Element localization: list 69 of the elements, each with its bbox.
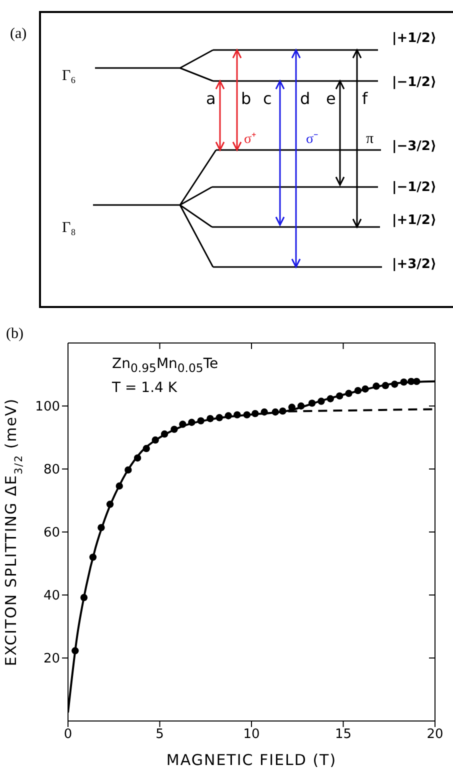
point [152, 436, 159, 444]
point [134, 454, 142, 462]
text: σ⁻ [306, 132, 319, 147]
point [206, 415, 214, 422]
point [336, 392, 344, 400]
point [243, 411, 251, 418]
point [308, 400, 316, 407]
x-tick-label: 20 [426, 727, 444, 742]
text: a [206, 89, 216, 108]
text: c [263, 89, 272, 108]
text: Γ₆ [62, 68, 76, 84]
point [216, 414, 223, 422]
annotation: T = 1.4 K [112, 380, 178, 396]
annotation: Zn$_{0.95}$Mn$_{0.05}$Te [112, 356, 218, 375]
point [345, 390, 352, 397]
point [326, 395, 334, 402]
text: Γ₈ [62, 220, 76, 236]
point [160, 430, 168, 438]
x-tick-label: 5 [156, 727, 164, 742]
text: σ⁺ [244, 132, 257, 147]
point [400, 378, 408, 386]
point [89, 554, 97, 561]
text: b [241, 89, 252, 108]
point [279, 407, 286, 415]
point [170, 426, 178, 433]
y-tick-label: 60 [43, 526, 60, 541]
y-tick-label: 40 [43, 588, 60, 604]
text: f [362, 89, 368, 108]
point [116, 482, 123, 490]
text: e [326, 89, 336, 108]
text: |+3/2⟩ [392, 257, 436, 272]
y-tick-label: 80 [43, 462, 60, 478]
x-tick-label: 0 [64, 727, 72, 742]
point [224, 412, 232, 420]
point [142, 444, 150, 452]
x-tick-label: 10 [243, 727, 260, 742]
point [260, 408, 268, 416]
x-axis-title: MAGNETIC FIELD (T) [166, 751, 337, 769]
point [354, 386, 362, 394]
point [197, 417, 204, 424]
text: |+1/2⟩ [392, 31, 436, 46]
point [124, 466, 132, 474]
text: π [366, 131, 374, 147]
text: (a) [10, 26, 27, 42]
point [179, 420, 186, 428]
point [391, 380, 398, 388]
y-tick-label: 20 [43, 652, 60, 667]
point [382, 382, 390, 390]
point [362, 385, 369, 393]
text: |−3/2⟩ [392, 139, 436, 154]
text: |−1/2⟩ [392, 75, 436, 90]
point [297, 402, 305, 410]
point [318, 398, 325, 405]
text: |+1/2⟩ [392, 213, 436, 228]
point [372, 382, 380, 390]
point [80, 594, 88, 602]
point [252, 410, 259, 418]
point [272, 408, 279, 416]
chart-title: (b) [6, 326, 24, 343]
point [72, 647, 79, 654]
x-tick-label: 15 [334, 727, 352, 742]
point [98, 524, 105, 532]
text: |−1/2⟩ [392, 180, 436, 195]
text: d [300, 89, 310, 108]
point [413, 378, 420, 386]
point [106, 500, 114, 508]
point [188, 418, 196, 426]
y-tick-label: 100 [35, 400, 60, 415]
point [234, 411, 241, 418]
